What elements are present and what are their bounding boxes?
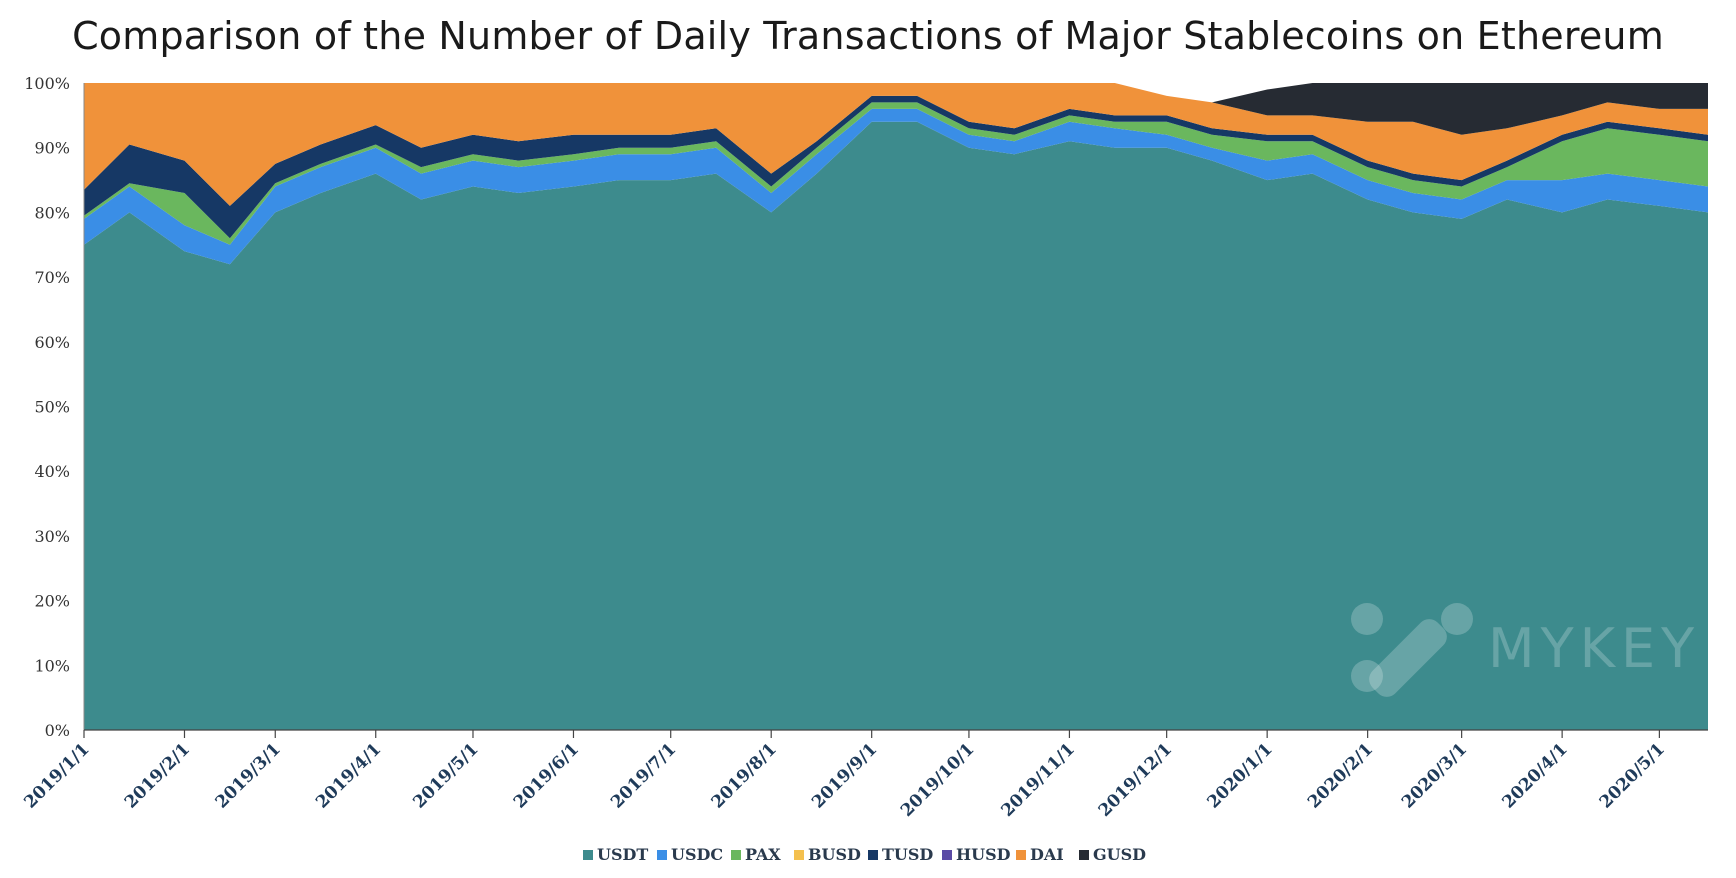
legend-label-husd: HUSD xyxy=(956,845,1011,864)
watermark-dot-top-left xyxy=(1351,603,1383,635)
legend-label-dai: DAI xyxy=(1030,845,1064,864)
x-tick-label: 2019/10/1 xyxy=(897,739,978,820)
legend-label-usdc: USDC xyxy=(671,845,723,864)
x-tick-label: 2019/5/1 xyxy=(409,739,482,812)
watermark-dot-top-right xyxy=(1441,603,1473,635)
y-tick-label: 100% xyxy=(24,74,70,93)
legend-label-pax: PAX xyxy=(745,845,781,864)
areas-layer xyxy=(84,83,1708,731)
x-tick-label: 2020/4/1 xyxy=(1499,739,1572,812)
legend-label-busd: BUSD xyxy=(808,845,861,864)
x-tick-label: 2020/5/1 xyxy=(1596,739,1669,812)
area-usdt xyxy=(84,121,1708,731)
area-gusd xyxy=(84,83,1708,135)
y-tick-label: 90% xyxy=(34,139,70,158)
x-tick-label: 2019/1/1 xyxy=(20,739,93,812)
legend-swatch-tusd xyxy=(868,850,878,860)
legend-swatch-pax xyxy=(731,850,741,860)
legend-swatch-usdt xyxy=(583,850,593,860)
watermark-diagonal-bar xyxy=(1369,619,1447,697)
x-tick-label: 2019/9/1 xyxy=(808,739,881,812)
y-tick-label: 10% xyxy=(34,656,70,675)
x-tick-label: 2019/12/1 xyxy=(1095,739,1176,820)
x-tick-label: 2019/3/1 xyxy=(212,739,285,812)
x-tick-label: 2019/2/1 xyxy=(121,739,194,812)
area-tusd xyxy=(84,95,1708,239)
chart-title: Comparison of the Number of Daily Transa… xyxy=(72,14,1664,58)
x-tick-label: 2019/8/1 xyxy=(708,739,781,812)
y-tick-label: 0% xyxy=(45,721,70,740)
x-tick-label: 2019/4/1 xyxy=(312,739,385,812)
watermark-dot-bottom-left xyxy=(1351,660,1383,692)
x-tick-label: 2020/3/1 xyxy=(1398,739,1471,812)
legend-swatch-usdc xyxy=(657,850,667,860)
legend-swatch-gusd xyxy=(1079,850,1089,860)
mykey-watermark: MYKEY xyxy=(1351,603,1700,697)
watermark-text: MYKEY xyxy=(1488,617,1700,680)
legend-label-gusd: GUSD xyxy=(1093,845,1146,864)
x-tick-label: 2019/6/1 xyxy=(510,739,583,812)
area-dai xyxy=(84,83,1708,206)
legend-swatch-dai xyxy=(1016,850,1026,860)
y-tick-label: 40% xyxy=(34,462,70,481)
area-usdc xyxy=(84,108,1708,265)
area-pax xyxy=(84,102,1708,245)
y-tick-label: 30% xyxy=(34,527,70,546)
legend-swatch-busd xyxy=(794,850,804,860)
legend-swatch-husd xyxy=(942,850,952,860)
y-tick-label: 50% xyxy=(34,398,70,417)
y-tick-label: 20% xyxy=(34,592,70,611)
y-tick-label: 70% xyxy=(34,268,70,287)
x-tick-label: 2019/7/1 xyxy=(607,739,680,812)
legend-label-usdt: USDT xyxy=(597,845,648,864)
legend-label-tusd: TUSD xyxy=(882,845,933,864)
y-tick-label: 80% xyxy=(34,203,70,222)
x-tick-label: 2020/1/1 xyxy=(1204,739,1277,812)
x-tick-label: 2019/11/1 xyxy=(997,739,1078,820)
x-tick-label: 2020/2/1 xyxy=(1304,739,1377,812)
y-tick-label: 60% xyxy=(34,333,70,352)
legend: USDT USDC PAX BUSD TUSD HUSD DAI GUSD xyxy=(583,845,1146,864)
